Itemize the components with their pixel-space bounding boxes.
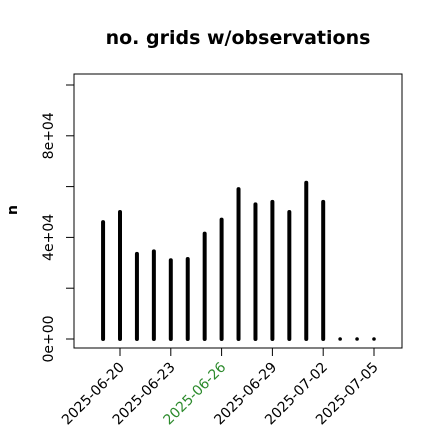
bar	[355, 337, 359, 341]
y-axis-label: n	[5, 205, 21, 215]
chart-title: no. grids w/observations	[106, 27, 371, 49]
bars	[101, 180, 376, 341]
bar	[338, 337, 342, 341]
bar	[372, 337, 376, 341]
y-axis: 0e+00 4e+04 8e+04	[41, 84, 75, 363]
y-tick-label: 8e+04	[41, 112, 57, 159]
y-tick-label: 0e+00	[41, 315, 57, 362]
y-tick-label: 4e+04	[41, 214, 57, 261]
x-axis: 2025-06-202025-06-232025-06-262025-06-29…	[59, 347, 382, 428]
